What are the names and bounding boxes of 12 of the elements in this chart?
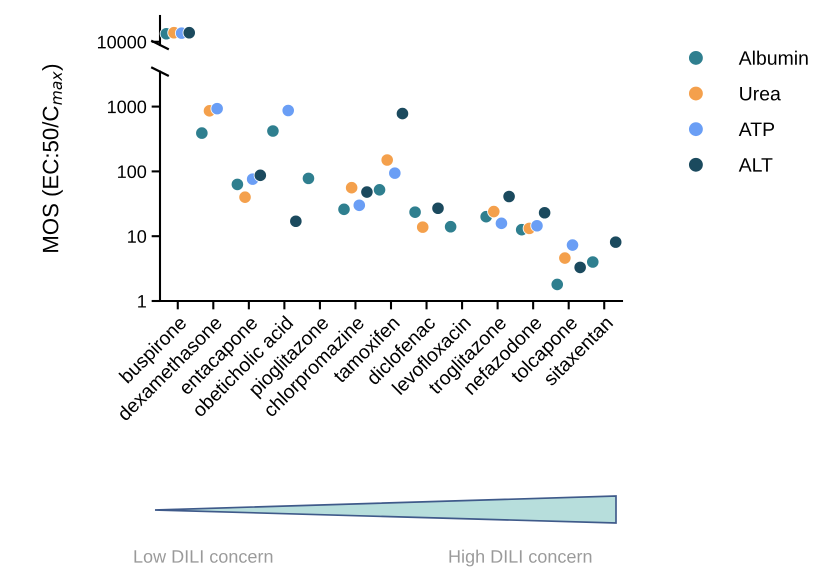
legend-label: ATP — [738, 122, 774, 136]
legend-label: Urea — [740, 86, 781, 101]
y-tick-label: 1 — [138, 295, 146, 308]
y-tick-label: 100 — [118, 165, 146, 178]
y-tick-label: 10000 — [98, 36, 146, 49]
text: High DILI concern — [449, 550, 592, 566]
y-tick-label: 10 — [128, 230, 146, 243]
legend-label: ALT — [738, 158, 772, 172]
legend-label: Albumin — [738, 50, 808, 65]
y-tick-label: 1000 — [108, 100, 146, 114]
y-axis-title: MOS (EC:50/C$_{max}$) — [42, 64, 63, 252]
text: Low DILI concern — [134, 550, 272, 563]
